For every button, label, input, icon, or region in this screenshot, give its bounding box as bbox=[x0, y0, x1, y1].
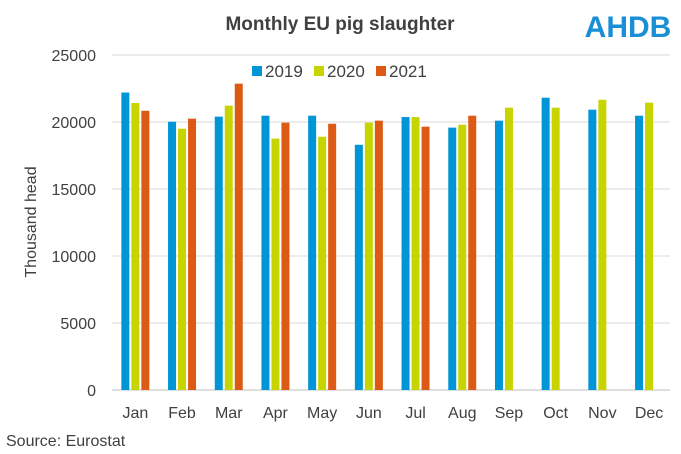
bar-2020-Aug bbox=[458, 124, 467, 391]
x-tick-label: Sep bbox=[495, 405, 524, 422]
x-tick-label: Dec bbox=[635, 405, 663, 422]
bar-2020-Jun bbox=[364, 122, 373, 391]
y-axis-label: Thousand head bbox=[23, 166, 40, 277]
bar-2021-Apr bbox=[281, 122, 290, 391]
chart-title: Monthly EU pig slaughter bbox=[225, 14, 455, 35]
x-tick-label: Mar bbox=[215, 405, 243, 422]
x-tick-label: Jan bbox=[122, 405, 148, 422]
bar-2020-Apr bbox=[271, 138, 280, 390]
legend-label: 2020 bbox=[327, 62, 365, 81]
bar-2019-Nov bbox=[588, 109, 597, 390]
bar-2021-Jul bbox=[421, 126, 430, 390]
y-tick-label: 10000 bbox=[52, 249, 97, 266]
bar-2020-Mar bbox=[224, 105, 233, 390]
bar-2019-Feb bbox=[168, 121, 177, 391]
bar-2019-Apr bbox=[261, 115, 270, 391]
x-tick-label: Oct bbox=[543, 405, 568, 422]
bar-2020-May bbox=[318, 136, 327, 390]
bar-2019-Jul bbox=[401, 117, 410, 391]
legend-swatch bbox=[252, 66, 262, 76]
bar-2021-Jan bbox=[141, 110, 150, 390]
y-tick-label: 25000 bbox=[52, 48, 97, 65]
bar-2020-Oct bbox=[551, 107, 560, 391]
source-note: Source: Eurostat bbox=[6, 433, 126, 450]
logo: AHDB bbox=[585, 11, 672, 44]
x-tick-label: Feb bbox=[168, 405, 196, 422]
bar-2021-Aug bbox=[468, 115, 477, 391]
x-tick-label: Jul bbox=[405, 405, 425, 422]
bar-2019-May bbox=[308, 115, 317, 391]
bar-2021-Jun bbox=[374, 120, 383, 390]
bar-2020-Dec bbox=[645, 102, 654, 390]
bar-2021-Feb bbox=[188, 118, 197, 391]
bar-2019-Sep bbox=[494, 120, 503, 390]
bar-2020-Nov bbox=[598, 99, 607, 391]
y-tick-label: 15000 bbox=[52, 182, 97, 199]
x-tick-label: May bbox=[307, 405, 337, 422]
bar-2020-Jul bbox=[411, 117, 420, 391]
legend-label: 2021 bbox=[389, 62, 427, 81]
x-tick-label: Aug bbox=[448, 405, 476, 422]
x-tick-label: Apr bbox=[263, 405, 289, 422]
bar-2021-Mar bbox=[234, 83, 243, 391]
y-tick-label: 20000 bbox=[52, 115, 97, 132]
y-tick-label: 0 bbox=[87, 383, 96, 400]
legend-swatch bbox=[314, 66, 324, 76]
bar-2019-Dec bbox=[635, 115, 644, 391]
x-tick-label: Jun bbox=[356, 405, 382, 422]
legend-swatch bbox=[376, 66, 386, 76]
bar-2021-May bbox=[328, 123, 337, 390]
y-tick-label: 5000 bbox=[60, 316, 96, 333]
bar-2019-Oct bbox=[541, 97, 550, 390]
legend-label: 2019 bbox=[265, 62, 303, 81]
x-tick-label: Nov bbox=[588, 405, 616, 422]
bar-2019-Aug bbox=[448, 127, 457, 391]
bar-2020-Feb bbox=[178, 128, 187, 390]
bar-2019-Jan bbox=[121, 92, 130, 391]
bar-2020-Sep bbox=[504, 107, 513, 391]
bar-2019-Mar bbox=[214, 116, 223, 390]
bar-2020-Jan bbox=[131, 102, 140, 391]
bar-2019-Jun bbox=[354, 144, 363, 390]
